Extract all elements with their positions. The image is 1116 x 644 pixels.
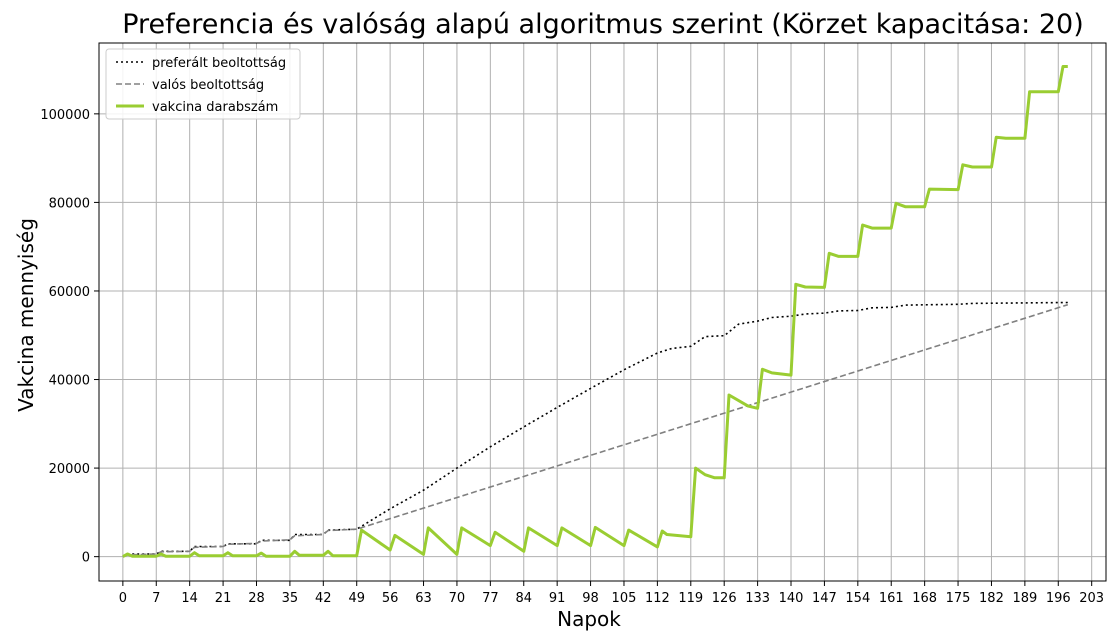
x-tick-label: 175 bbox=[946, 591, 971, 606]
x-tick-label: 35 bbox=[282, 591, 299, 606]
y-axis-label: Vakcina mennyiség bbox=[14, 218, 38, 412]
x-tick-label: 126 bbox=[712, 591, 737, 606]
x-tick-label: 112 bbox=[645, 591, 670, 606]
x-tick-label: 91 bbox=[549, 591, 566, 606]
x-tick-label: 147 bbox=[812, 591, 837, 606]
x-tick-label: 154 bbox=[845, 591, 870, 606]
x-tick-label: 98 bbox=[582, 591, 599, 606]
x-tick-label: 56 bbox=[382, 591, 399, 606]
series-line-1 bbox=[122, 301, 1068, 558]
x-tick-label: 105 bbox=[612, 591, 637, 606]
legend: preferált beoltottság valós beoltottság va… bbox=[105, 48, 301, 120]
x-tick-label: 7 bbox=[152, 591, 160, 606]
y-tick-label: 20000 bbox=[49, 462, 90, 477]
y-tick-label: 100000 bbox=[40, 108, 90, 123]
y-tick-label: 0 bbox=[82, 551, 90, 566]
x-tick-label: 14 bbox=[181, 591, 198, 606]
x-tick-label: 182 bbox=[979, 591, 1004, 606]
x-tick-label: 203 bbox=[1079, 591, 1104, 606]
grid bbox=[99, 43, 1106, 581]
axis-ticks: 0 7 14 21 28 35 42 49 56 63 70 77 84 91 98 105 112 119 126… bbox=[40, 108, 1104, 606]
x-tick-label: 189 bbox=[1012, 591, 1037, 606]
legend-label: preferált beoltottság bbox=[152, 56, 286, 71]
legend-label: valós beoltottság bbox=[152, 78, 264, 93]
x-axis-label: Napok bbox=[557, 607, 621, 631]
x-tick-label: 28 bbox=[248, 591, 265, 606]
x-tick-label: 0 bbox=[119, 591, 127, 606]
y-tick-label: 80000 bbox=[49, 196, 90, 211]
series-line-3 bbox=[122, 65, 1068, 558]
x-tick-label: 70 bbox=[449, 591, 466, 606]
series-group bbox=[122, 65, 1069, 558]
y-tick-label: 40000 bbox=[49, 374, 90, 389]
legend-box bbox=[105, 48, 301, 120]
x-tick-label: 49 bbox=[348, 591, 365, 606]
y-tick-label: 60000 bbox=[49, 285, 90, 300]
x-tick-label: 161 bbox=[879, 591, 904, 606]
x-tick-label: 119 bbox=[678, 591, 703, 606]
x-tick-label: 133 bbox=[745, 591, 770, 606]
plot-frame bbox=[98, 42, 1107, 582]
x-tick-label: 84 bbox=[515, 591, 532, 606]
x-tick-label: 168 bbox=[912, 591, 937, 606]
series-line-2 bbox=[122, 303, 1069, 558]
x-tick-label: 140 bbox=[779, 591, 804, 606]
x-tick-label: 77 bbox=[482, 591, 499, 606]
x-tick-label: 196 bbox=[1046, 591, 1071, 606]
x-tick-label: 21 bbox=[215, 591, 232, 606]
chart-title: Preferencia és valóság alapú algoritmus … bbox=[122, 9, 1084, 40]
x-tick-label: 42 bbox=[315, 591, 332, 606]
legend-label: vakcina darabszám bbox=[152, 100, 278, 115]
x-tick-label: 63 bbox=[415, 591, 432, 606]
